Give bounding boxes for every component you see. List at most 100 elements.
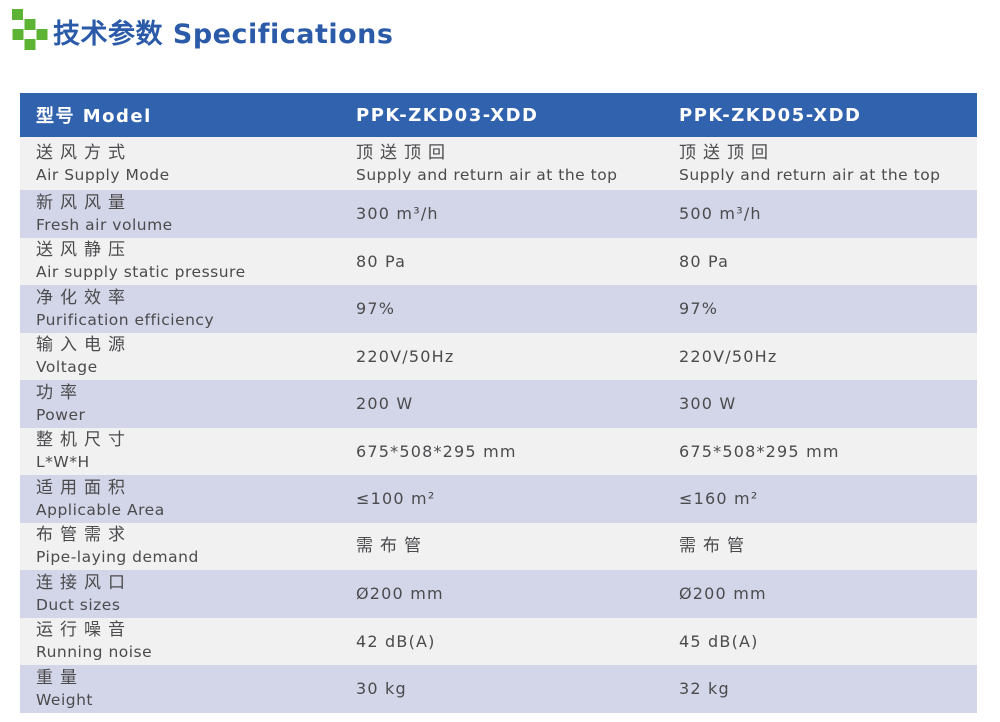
spec-value-cell-model03: 97% (340, 285, 663, 333)
spec-value-cell-model03: 顶送顶回 Supply and return air at the top (340, 137, 663, 190)
spec-name-cn: 送风方式 (36, 142, 132, 163)
green-pixel-cluster-icon (12, 9, 48, 50)
spec-value-cell-model05: 45 dB(A) (663, 618, 977, 666)
header-cell-ppk-zkd05-xdd: PPK-ZKD05-XDD (679, 104, 862, 126)
spec-value-cell-model05: 需布管 (663, 523, 977, 571)
table-header-row: 型号 Model PPK-ZKD03-XDD PPK-ZKD05-XDD (20, 93, 977, 137)
table-row: 送风方式 Air Supply Mode 顶送顶回 Supply and ret… (20, 137, 977, 190)
spec-value-cell-model03: 需布管 (340, 523, 663, 571)
spec-name-en: Pipe-laying demand (36, 548, 199, 567)
spec-value-main: 220V/50Hz (679, 346, 778, 366)
spec-value-main: Ø200 mm (679, 584, 767, 604)
spec-name-cn: 输入电源 (36, 335, 132, 356)
spec-value-main: 顶送顶回 (679, 142, 775, 163)
spec-name-en: Duct sizes (36, 595, 121, 614)
spec-value-main: Ø200 mm (356, 584, 444, 604)
spec-value-sub: Supply and return air at the top (356, 165, 618, 184)
spec-value-main: 300 W (679, 394, 737, 414)
spec-name-en: Purification efficiency (36, 310, 215, 329)
spec-name-en: Air Supply Mode (36, 165, 170, 184)
spec-value-sub: Supply and return air at the top (679, 165, 941, 184)
spec-name-en: Running noise (36, 643, 153, 662)
spec-name-cell: 功率 Power (20, 380, 340, 428)
table-body: 送风方式 Air Supply Mode 顶送顶回 Supply and ret… (20, 137, 977, 713)
section-title-bar: 技术参数 Specifications (12, 8, 393, 52)
spec-name-cn: 整机尺寸 (36, 430, 132, 451)
table-row: 输入电源 Voltage 220V/50Hz 220V/50Hz (20, 332, 977, 381)
spec-value-cell-model03: ≤100 m² (340, 475, 663, 523)
spec-value-main: 顶送顶回 (356, 142, 452, 163)
table-row: 新风风量 Fresh air volume 300 m³/h 500 m³/h (20, 190, 977, 238)
spec-value-cell-model03: 675*508*295 mm (340, 428, 663, 476)
table-row: 重量 Weight 30 kg 32 kg (20, 665, 977, 713)
spec-name-cn: 布管需求 (36, 525, 132, 546)
table-row: 整机尺寸 L*W*H 675*508*295 mm 675*508*295 mm (20, 427, 977, 476)
spec-name-cell: 布管需求 Pipe-laying demand (20, 523, 340, 571)
spec-name-en: Voltage (36, 358, 98, 377)
table-row: 连接风口 Duct sizes Ø200 mm Ø200 mm (20, 570, 977, 618)
spec-value-main: 42 dB(A) (356, 631, 436, 651)
spec-value-cell-model03: Ø200 mm (340, 570, 663, 618)
spec-value-cell-model05: 300 W (663, 380, 977, 428)
spec-value-cell-model03: 220V/50Hz (340, 333, 663, 381)
spec-name-cn: 适用面积 (36, 477, 132, 498)
spec-value-cell-model05: 顶送顶回 Supply and return air at the top (663, 137, 977, 190)
spec-name-cn: 功率 (36, 382, 84, 403)
spec-value-cell-model05: Ø200 mm (663, 570, 977, 618)
spec-name-en: L*W*H (36, 453, 90, 472)
spec-name-cell: 送风静压 Air supply static pressure (20, 238, 340, 286)
spec-name-cn: 净化效率 (36, 287, 132, 308)
spec-value-main: 45 dB(A) (679, 631, 759, 651)
header-cell-ppk-zkd03-xdd: PPK-ZKD03-XDD (356, 104, 539, 126)
spec-value-cell-model05: 32 kg (663, 665, 977, 713)
table-row: 送风静压 Air supply static pressure 80 Pa 80… (20, 237, 977, 286)
spec-name-en: Applicable Area (36, 500, 165, 519)
spec-value-main: 80 Pa (679, 251, 730, 271)
spec-value-cell-model05: 675*508*295 mm (663, 428, 977, 476)
spec-value-main: 80 Pa (356, 251, 407, 271)
spec-name-en: Power (36, 405, 86, 424)
spec-value-cell-model03: 42 dB(A) (340, 618, 663, 666)
spec-value-main: 97% (356, 299, 396, 319)
spec-value-main: 200 W (356, 394, 414, 414)
page-title: 技术参数 Specifications (53, 19, 394, 50)
table-row: 净化效率 Purification efficiency 97% 97% (20, 285, 977, 333)
specifications-table: 型号 Model PPK-ZKD03-XDD PPK-ZKD05-XDD 送风方… (20, 93, 977, 713)
spec-value-main: 需布管 (679, 535, 751, 556)
spec-value-main: ≤160 m² (679, 489, 759, 509)
spec-value-cell-model03: 200 W (340, 380, 663, 428)
spec-name-cn: 新风风量 (36, 192, 132, 213)
spec-name-en: Air supply static pressure (36, 263, 246, 282)
spec-name-en: Weight (36, 690, 94, 709)
spec-value-main: 675*508*295 mm (356, 441, 517, 461)
spec-value-main: 30 kg (356, 679, 407, 699)
table-row: 功率 Power 200 W 300 W (20, 380, 977, 428)
spec-name-en: Fresh air volume (36, 215, 173, 234)
spec-value-cell-model05: 220V/50Hz (663, 333, 977, 381)
spec-name-cell: 整机尺寸 L*W*H (20, 428, 340, 476)
spec-name-cell: 连接风口 Duct sizes (20, 570, 340, 618)
spec-value-main: ≤100 m² (356, 489, 436, 509)
spec-name-cell: 送风方式 Air Supply Mode (20, 137, 340, 190)
spec-value-main: 220V/50Hz (356, 346, 455, 366)
spec-name-cell: 新风风量 Fresh air volume (20, 190, 340, 238)
spec-value-main: 675*508*295 mm (679, 441, 840, 461)
spec-name-cn: 运行噪音 (36, 620, 132, 641)
spec-value-cell-model03: 80 Pa (340, 238, 663, 286)
spec-value-main: 32 kg (679, 679, 730, 699)
spec-value-main: 97% (679, 299, 719, 319)
table-row: 布管需求 Pipe-laying demand 需布管 需布管 (20, 522, 977, 571)
spec-name-cn: 送风静压 (36, 240, 132, 261)
spec-name-cell: 净化效率 Purification efficiency (20, 285, 340, 333)
spec-value-main: 300 m³/h (356, 204, 439, 224)
spec-name-cn: 重量 (36, 667, 84, 688)
spec-name-cell: 适用面积 Applicable Area (20, 475, 340, 523)
spec-value-cell-model05: 97% (663, 285, 977, 333)
spec-name-cell: 运行噪音 Running noise (20, 618, 340, 666)
spec-value-cell-model03: 300 m³/h (340, 190, 663, 238)
table-row: 运行噪音 Running noise 42 dB(A) 45 dB(A) (20, 617, 977, 666)
table-row: 适用面积 Applicable Area ≤100 m² ≤160 m² (20, 475, 977, 523)
spec-value-cell-model05: ≤160 m² (663, 475, 977, 523)
spec-name-cn: 连接风口 (36, 572, 132, 593)
